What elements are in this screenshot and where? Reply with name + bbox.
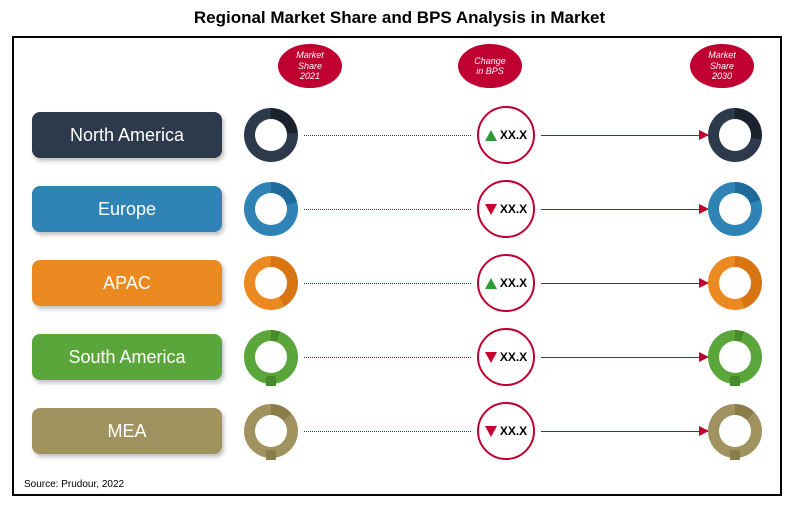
triangle-up-icon: [485, 130, 497, 141]
hdr-mid-l1: Change: [474, 56, 506, 66]
region-row: MEA XX.X: [32, 394, 762, 468]
bps-indicator: XX.X: [477, 328, 535, 386]
hdr-right-l3: 2030: [712, 71, 732, 81]
region-label: Europe: [32, 186, 222, 232]
donut-share-2030: [708, 182, 762, 236]
donut-share-2030: [708, 256, 762, 310]
header-share-2030: Market Share 2030: [690, 44, 754, 88]
connector-line: [304, 431, 471, 432]
donut-share-2030: [708, 404, 762, 458]
chart-title: Regional Market Share and BPS Analysis i…: [12, 8, 787, 28]
arrow-connector: [541, 283, 708, 284]
bps-value: XX.X: [500, 276, 527, 290]
bps-indicator: XX.X: [477, 180, 535, 238]
source-label: Source: Prudour, 2022: [24, 479, 124, 490]
region-row: Europe XX.X: [32, 172, 762, 246]
donut-share-2030: [708, 108, 762, 162]
region-rows: North AmericaXX.XEuropeXX.XAPACXX.XSouth…: [32, 98, 762, 468]
triangle-down-icon: [485, 426, 497, 437]
donut-share-2021: [244, 182, 298, 236]
hdr-mid-l2: in BPS: [476, 66, 504, 76]
arrow-connector: [541, 209, 708, 210]
bps-indicator: XX.X: [477, 254, 535, 312]
column-headers: Market Share 2021 Change in BPS Market S…: [14, 44, 780, 94]
region-label: MEA: [32, 408, 222, 454]
hdr-right-l2: Share: [710, 61, 734, 71]
hdr-right-l1: Market: [708, 50, 736, 60]
header-change-bps: Change in BPS: [458, 44, 522, 88]
connector-line: [304, 357, 471, 358]
bps-value: XX.X: [500, 424, 527, 438]
bps-indicator: XX.X: [477, 106, 535, 164]
arrow-connector: [541, 431, 708, 432]
donut-share-2021: [244, 330, 298, 384]
donut-share-2021: [244, 108, 298, 162]
triangle-down-icon: [485, 352, 497, 363]
bps-indicator: XX.X: [477, 402, 535, 460]
hdr-left-l1: Market: [296, 50, 324, 60]
connector-line: [304, 135, 471, 136]
region-row: North America XX.X: [32, 98, 762, 172]
hdr-left-l3: 2021: [300, 71, 320, 81]
header-share-2021: Market Share 2021: [278, 44, 342, 88]
arrow-connector: [541, 357, 708, 358]
donut-share-2030: [708, 330, 762, 384]
region-row: APAC XX.X: [32, 246, 762, 320]
triangle-down-icon: [485, 204, 497, 215]
bps-value: XX.X: [500, 202, 527, 216]
hdr-left-l2: Share: [298, 61, 322, 71]
triangle-up-icon: [485, 278, 497, 289]
bps-value: XX.X: [500, 350, 527, 364]
chart-frame: Market Share 2021 Change in BPS Market S…: [12, 36, 782, 496]
bps-value: XX.X: [500, 128, 527, 142]
region-label: South America: [32, 334, 222, 380]
region-label: North America: [32, 112, 222, 158]
region-row: South America XX.X: [32, 320, 762, 394]
connector-line: [304, 283, 471, 284]
connector-line: [304, 209, 471, 210]
donut-share-2021: [244, 256, 298, 310]
donut-share-2021: [244, 404, 298, 458]
region-label: APAC: [32, 260, 222, 306]
arrow-connector: [541, 135, 708, 136]
